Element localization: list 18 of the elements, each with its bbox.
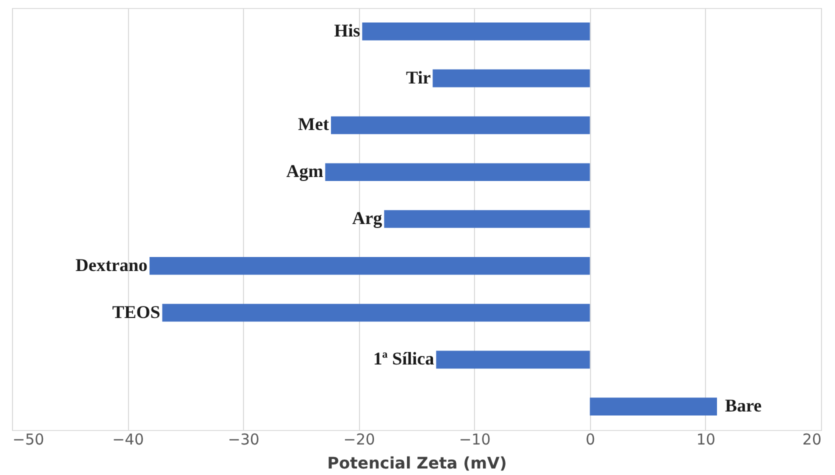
x-tick-label: −30 — [228, 430, 260, 448]
x-tick-label: −20 — [343, 430, 376, 448]
y-tick-label: 1ª Sílica — [373, 348, 434, 369]
x-tick-label: −50 — [12, 430, 44, 448]
x-tick-label: 10 — [696, 430, 716, 448]
y-tick-label: Dextrano — [76, 254, 148, 275]
y-tick-label: Agm — [286, 161, 324, 182]
x-tick-label: −40 — [112, 430, 144, 448]
x-tick-label: 20 — [802, 430, 822, 448]
y-tick-label: Tir — [406, 67, 431, 88]
y-tick-label: Met — [298, 114, 329, 134]
y-tick-label: Bare — [724, 396, 762, 416]
x-axis-title: Potencial Zeta (mV) — [327, 454, 507, 472]
y-tick-label: His — [334, 20, 360, 40]
y-tick-label: Arg — [352, 208, 382, 228]
x-tick-label: −10 — [458, 430, 491, 448]
y-tick-label: TEOS — [112, 302, 160, 322]
x-tick-label: 0 — [586, 430, 596, 448]
